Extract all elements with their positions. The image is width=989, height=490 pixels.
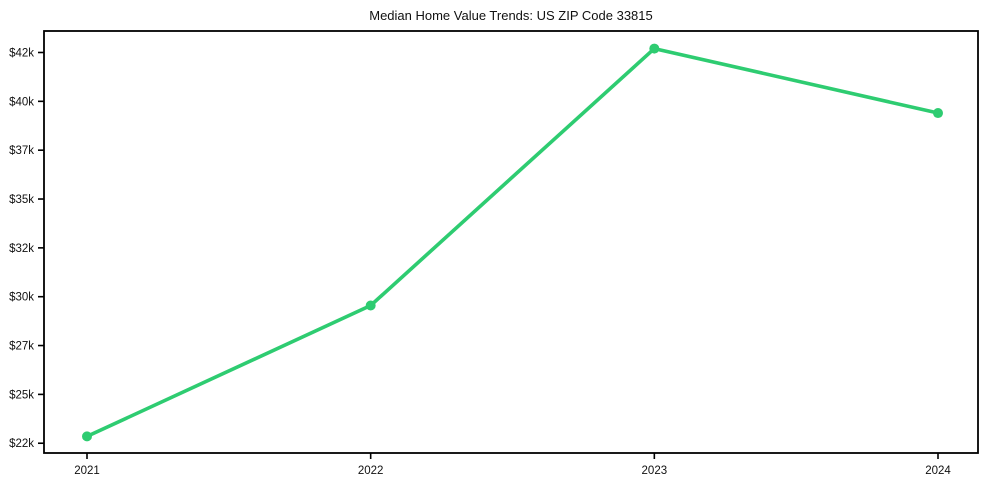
y-axis-tick-label: $42k — [9, 47, 34, 59]
y-axis-tick-label: $35k — [9, 194, 34, 206]
x-axis-tick-label: 2023 — [642, 465, 668, 477]
data-point-2023 — [649, 43, 660, 54]
y-axis-tick-label: $37k — [9, 145, 34, 157]
y-axis-tick-label: $27k — [9, 341, 34, 353]
data-point-2024 — [933, 108, 943, 119]
y-axis-tick-label: $30k — [9, 292, 34, 304]
y-axis-tick-label: $25k — [9, 389, 34, 401]
y-axis-tick-label: $32k — [9, 243, 34, 255]
x-axis-tick-label: 2024 — [925, 465, 951, 477]
x-axis-tick-label: 2022 — [358, 465, 384, 477]
y-axis-tick-label: $40k — [9, 96, 34, 108]
data-line-median-home-value — [85, 46, 940, 439]
plot-border — [43, 30, 979, 454]
chart-title: Median Home Value Trends: US ZIP Code 33… — [369, 8, 653, 23]
y-axis-tick-label: $22k — [9, 438, 34, 450]
x-axis-tick-label: 2021 — [74, 465, 100, 477]
data-point-2022 — [365, 300, 376, 311]
data-point-2021 — [82, 431, 92, 442]
